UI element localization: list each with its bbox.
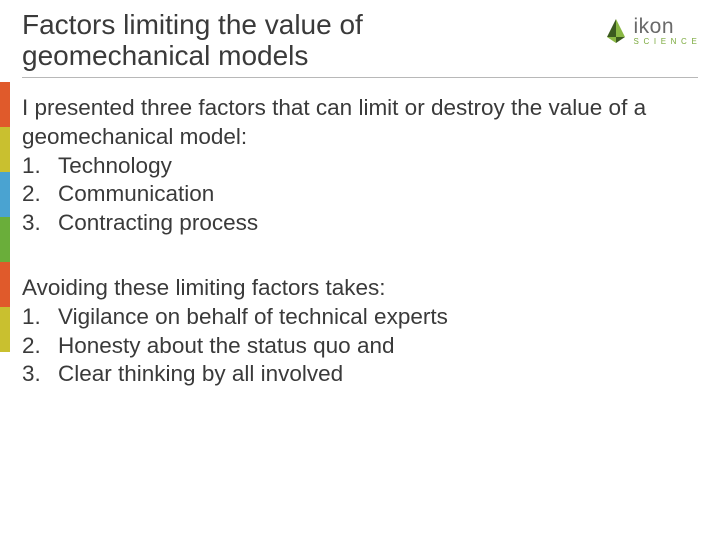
- block-lead: I presented three factors that can limit…: [22, 94, 698, 152]
- list-item: Honesty about the status quo and: [22, 332, 698, 361]
- logo-subtitle: S C I E N C E: [634, 38, 699, 46]
- slide-content: I presented three factors that can limit…: [22, 94, 698, 425]
- factors-list: Technology Communication Contracting pro…: [22, 152, 698, 238]
- avoidance-list: Vigilance on behalf of technical experts…: [22, 303, 698, 389]
- sidebar-segment: [0, 172, 10, 217]
- logo-brand-name: ikon: [634, 16, 699, 37]
- logo-mark-icon: [602, 17, 630, 45]
- slide-header: Factors limiting the value of geomechani…: [22, 10, 698, 78]
- slide-title: Factors limiting the value of geomechani…: [22, 10, 452, 72]
- sidebar-segment: [0, 307, 10, 352]
- sidebar-segment: [0, 82, 10, 127]
- list-item: Vigilance on behalf of technical experts: [22, 303, 698, 332]
- brand-logo: ikon S C I E N C E: [602, 16, 699, 46]
- logo-text: ikon S C I E N C E: [634, 16, 699, 46]
- sidebar-segment: [0, 262, 10, 307]
- list-item: Communication: [22, 180, 698, 209]
- accent-sidebar: [0, 82, 10, 352]
- content-block-2: Avoiding these limiting factors takes: V…: [22, 274, 698, 389]
- list-item: Clear thinking by all involved: [22, 360, 698, 389]
- block-lead: Avoiding these limiting factors takes:: [22, 274, 698, 303]
- list-item: Contracting process: [22, 209, 698, 238]
- content-block-1: I presented three factors that can limit…: [22, 94, 698, 238]
- sidebar-segment: [0, 127, 10, 172]
- list-item: Technology: [22, 152, 698, 181]
- sidebar-segment: [0, 217, 10, 262]
